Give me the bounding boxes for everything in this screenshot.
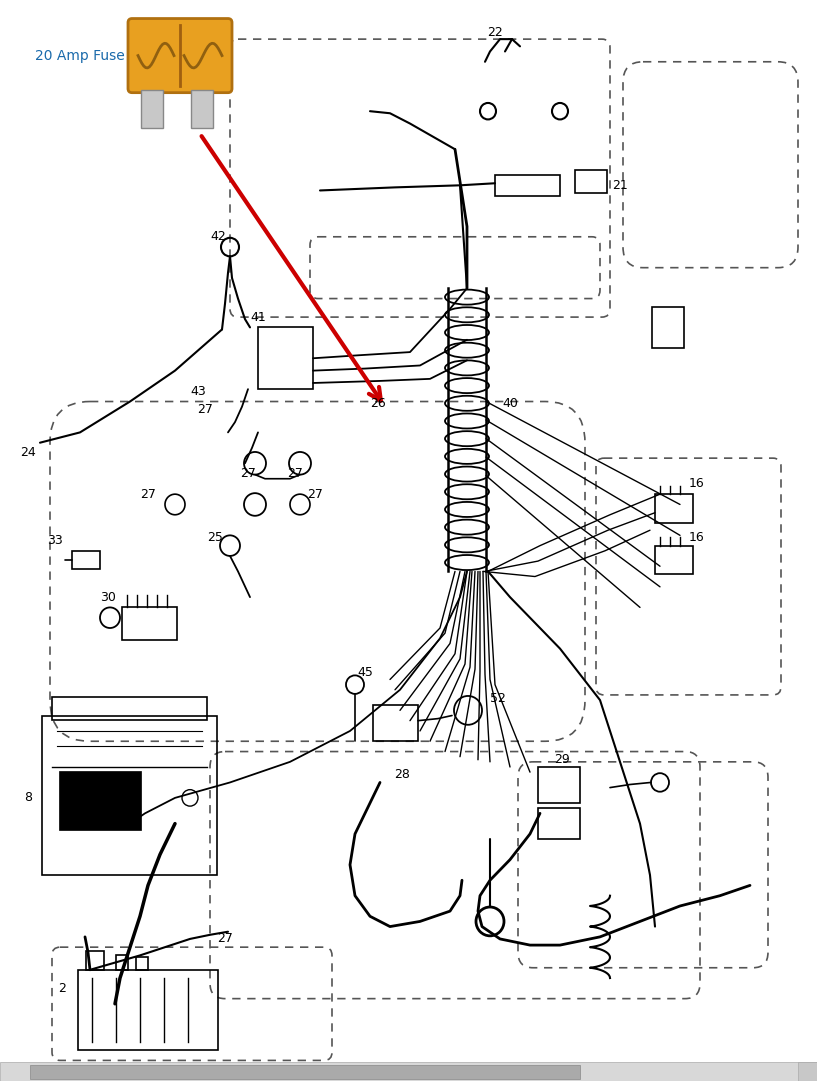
FancyBboxPatch shape — [59, 771, 141, 830]
FancyBboxPatch shape — [0, 1063, 817, 1081]
FancyBboxPatch shape — [141, 90, 163, 128]
Text: 33: 33 — [47, 534, 63, 547]
FancyBboxPatch shape — [30, 1065, 580, 1079]
Text: 16: 16 — [689, 531, 705, 544]
Text: 2: 2 — [58, 982, 66, 995]
Text: 27: 27 — [197, 403, 213, 416]
Text: 22: 22 — [487, 26, 503, 39]
Text: 8: 8 — [24, 791, 32, 804]
Text: 41: 41 — [250, 310, 266, 323]
FancyBboxPatch shape — [798, 1063, 817, 1081]
Text: 21: 21 — [612, 178, 628, 191]
Text: 28: 28 — [394, 768, 410, 780]
Text: 27: 27 — [240, 467, 256, 480]
Text: 42: 42 — [210, 230, 225, 243]
Text: 52: 52 — [490, 692, 506, 705]
FancyBboxPatch shape — [128, 18, 232, 93]
Text: 27: 27 — [217, 933, 233, 946]
Text: 16: 16 — [689, 478, 705, 491]
Text: 29: 29 — [554, 753, 570, 766]
Text: 27: 27 — [140, 488, 156, 501]
Text: 30: 30 — [100, 590, 116, 603]
Text: 25: 25 — [207, 531, 223, 544]
Text: 20 Amp Fuse: 20 Amp Fuse — [35, 49, 125, 63]
Text: 26: 26 — [370, 397, 386, 410]
Text: 40: 40 — [502, 397, 518, 410]
Text: 45: 45 — [357, 666, 373, 679]
Text: 27: 27 — [307, 488, 323, 501]
Text: 27: 27 — [287, 467, 303, 480]
Text: 43: 43 — [190, 385, 206, 398]
Text: 24: 24 — [20, 446, 36, 459]
FancyBboxPatch shape — [191, 90, 213, 128]
